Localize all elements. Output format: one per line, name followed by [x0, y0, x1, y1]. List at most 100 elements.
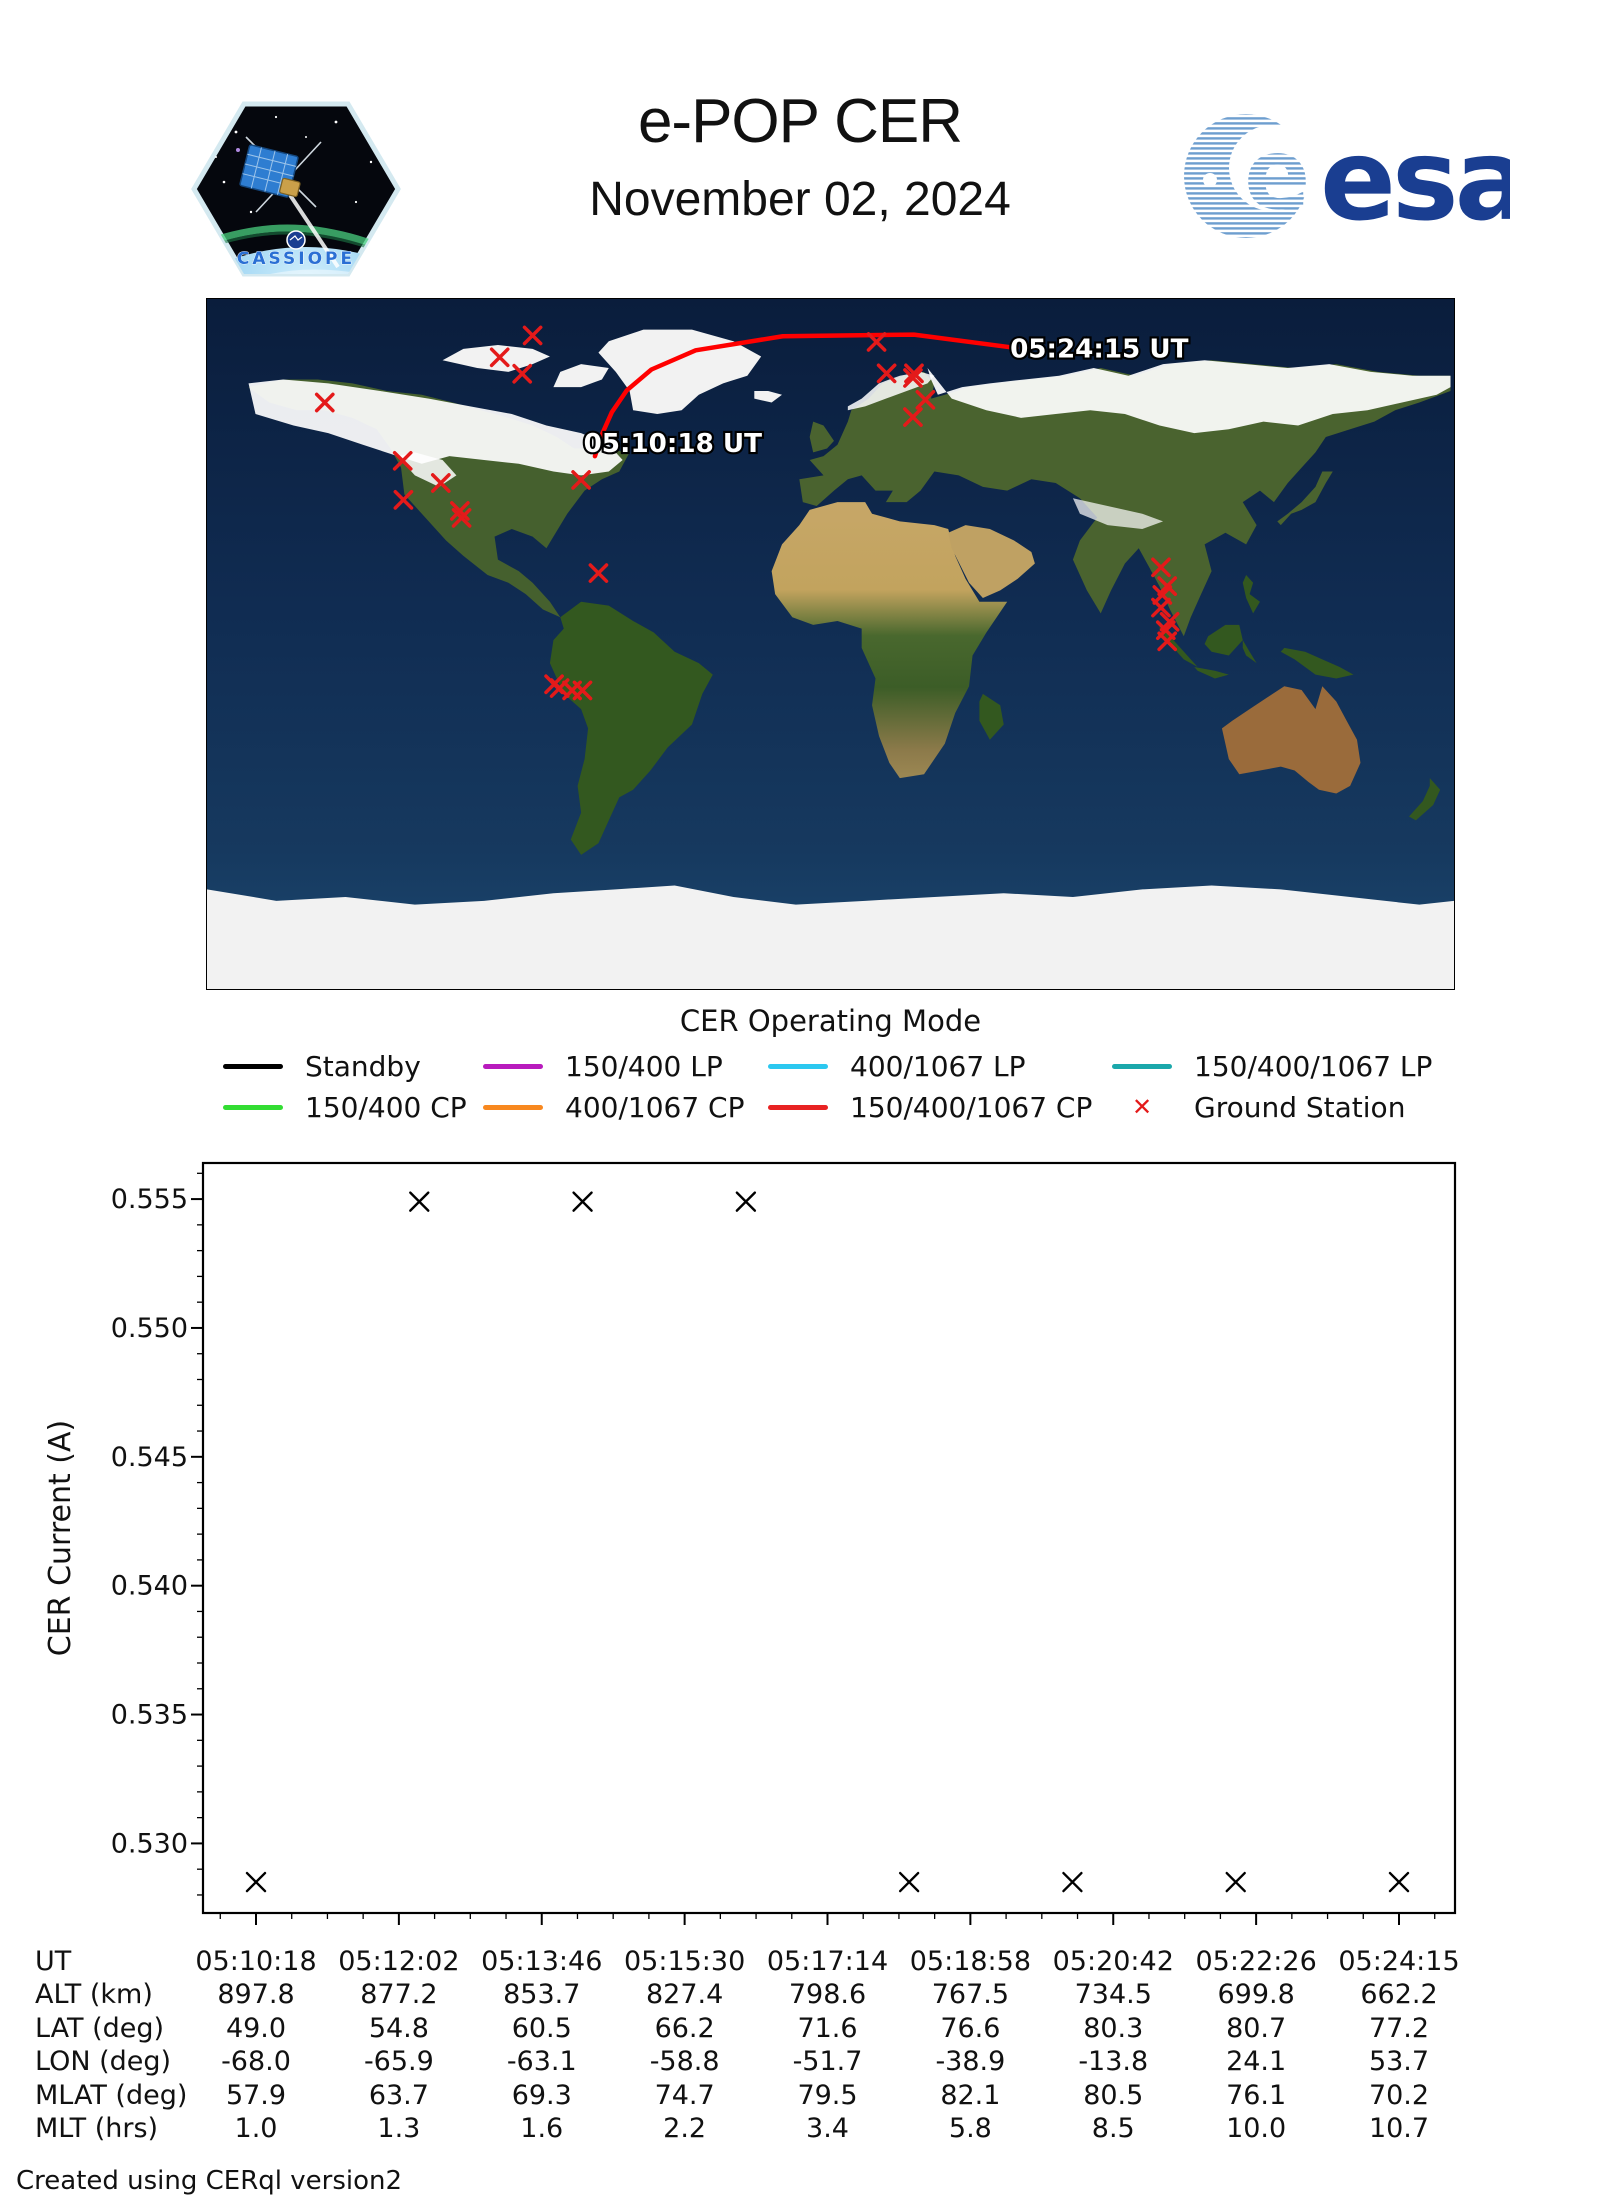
table-cell: 05:22:26 [1195, 1946, 1317, 1977]
chart-point-x-marker [409, 1191, 430, 1212]
table-cell: 49.0 [225, 2012, 287, 2044]
y-tick-label: 0.535 [111, 1700, 188, 1731]
table-cell: -38.9 [935, 2046, 1006, 2078]
table-row-label: MLT (hrs) [35, 2113, 159, 2144]
table-cell: 798.6 [788, 1979, 867, 2011]
ground-station-marker [451, 508, 472, 528]
ground-station-marker [314, 392, 335, 413]
ground-station-marker [1157, 631, 1178, 652]
legend-item: 400/1067 LP [768, 1046, 1026, 1086]
table-cell: 05:10:18 [195, 1946, 317, 1977]
table-cell: 76.6 [940, 2012, 1001, 2044]
ground-station-marker [392, 450, 413, 471]
esa-logo-graphic: e esa [1184, 114, 1530, 246]
map-time-labels: 05:10:18 UT 05:24:15 UT [581, 332, 1190, 461]
x-axis-ticks [219, 1913, 1436, 1925]
table-cell: 05:17:14 [766, 1946, 889, 1977]
legend-item: Standby [223, 1046, 421, 1086]
legend-item: 150/400/1067 CP [768, 1087, 1092, 1127]
table-cell: -51.7 [792, 2046, 863, 2078]
table-cell: 662.2 [1360, 1979, 1438, 2011]
table-cell: 699.8 [1217, 1979, 1295, 2011]
legend-line-swatch [223, 1104, 283, 1110]
table-cell: 877.2 [360, 1979, 438, 2011]
table-cell: 897.8 [217, 1979, 295, 2011]
ground-station-marker [489, 347, 510, 368]
table-cell: 1.3 [377, 2113, 421, 2144]
table-cell: 1.6 [520, 2113, 564, 2144]
table-cell: 53.7 [1368, 2046, 1430, 2078]
table-cell: 80.7 [1226, 2012, 1287, 2044]
ground-station-marker [430, 473, 451, 493]
ground-station-marker [904, 363, 924, 384]
table-cell: -63.1 [506, 2046, 577, 2078]
table-cell: 77.2 [1368, 2012, 1430, 2044]
legend-ground-station-x-icon: ✕ [1131, 1093, 1153, 1121]
legend-item: 150/400/1067 LP [1112, 1046, 1432, 1086]
chart-point-x-marker [898, 1871, 920, 1893]
legend-label: Standby [305, 1049, 421, 1083]
page-title: e-POP CER [637, 87, 963, 156]
table-cell: 66.2 [654, 2012, 715, 2044]
table-cell: 74.7 [654, 2079, 715, 2111]
table-cell: 05:18:58 [909, 1946, 1031, 1977]
ground-station-marker [876, 363, 897, 384]
cer-current-chart: 0.530 0.535 0.540 0.545 0.550 0.555 [111, 1161, 1457, 1925]
ground-station-marker [522, 325, 543, 346]
ground-station-marker [1157, 576, 1178, 596]
y-tick-label: 0.545 [111, 1442, 188, 1473]
table-cell: 69.3 [511, 2079, 572, 2111]
legend-label: 400/1067 LP [850, 1049, 1026, 1083]
legend-line-swatch [768, 1104, 828, 1110]
ground-station-marker [866, 332, 887, 352]
ground-station-marker [571, 470, 591, 490]
legend-line-swatch [768, 1063, 828, 1069]
table-cell: 63.7 [368, 2079, 429, 2111]
track-start-time-label: 05:10:18 UT [584, 429, 763, 459]
table-cell: 76.1 [1226, 2079, 1287, 2111]
ground-station-marker [903, 407, 923, 427]
table-cell: 57.9 [225, 2079, 287, 2111]
legend-label: 150/400 LP [565, 1049, 723, 1083]
table-cell: -58.8 [649, 2046, 720, 2078]
map-caption: CER Operating Mode [679, 1004, 982, 1038]
table-cell: 2.2 [663, 2113, 707, 2144]
legend-line-swatch [1112, 1063, 1172, 1069]
data-point-markers [245, 1191, 1410, 1893]
ground-station-marker [915, 389, 936, 410]
chart-point-x-marker [245, 1871, 267, 1893]
table-cell: 05:13:46 [481, 1946, 603, 1977]
table-cell: 767.5 [931, 1979, 1010, 2011]
track-end-time-label: 05:24:15 UT [1010, 335, 1189, 365]
map-snow-cover [248, 360, 1451, 530]
cassiope-patch-graphic: CASSIOPE [191, 101, 401, 277]
table-cell: 10.7 [1368, 2113, 1430, 2144]
table-cell: -68.0 [221, 2046, 291, 2078]
legend-label: 400/1067 CP [565, 1090, 745, 1124]
table-cell: 3.4 [806, 2113, 849, 2144]
world-map-graphic: 05:10:18 UT 05:24:15 UT [207, 299, 1454, 989]
legend-item: 150/400 LP [483, 1046, 723, 1086]
chart-point-x-marker [735, 1191, 757, 1212]
table-row-label: MLAT (deg) [35, 2079, 188, 2111]
table-cell: 05:12:02 [338, 1946, 460, 1977]
ground-station-marker [572, 680, 593, 701]
ground-station-marker [903, 368, 923, 388]
table-cell: 05:24:15 [1338, 1946, 1460, 1977]
chart-point-x-marker [572, 1191, 593, 1212]
legend-label: 150/400/1067 LP [1194, 1049, 1433, 1083]
legend-label: 150/400 CP [305, 1090, 467, 1124]
legend-line-swatch [483, 1063, 543, 1069]
table-cell: 853.7 [503, 1979, 581, 2011]
ground-station-marker [393, 490, 414, 510]
legend-item: 400/1067 CP [483, 1087, 744, 1127]
table-cell: 60.5 [511, 2012, 572, 2044]
y-axis-ticks: 0.530 0.535 0.540 0.545 0.550 0.555 [111, 1172, 203, 1896]
table-cell: 10.0 [1226, 2113, 1287, 2144]
table-cell: 54.8 [368, 2012, 429, 2044]
y-tick-label: 0.555 [111, 1184, 188, 1215]
svg-text:CASSIOPE: CASSIOPE [237, 249, 355, 269]
plot-frame [201, 1161, 1457, 1915]
legend-line-swatch [223, 1063, 283, 1069]
table-cell: 1.0 [234, 2113, 278, 2144]
